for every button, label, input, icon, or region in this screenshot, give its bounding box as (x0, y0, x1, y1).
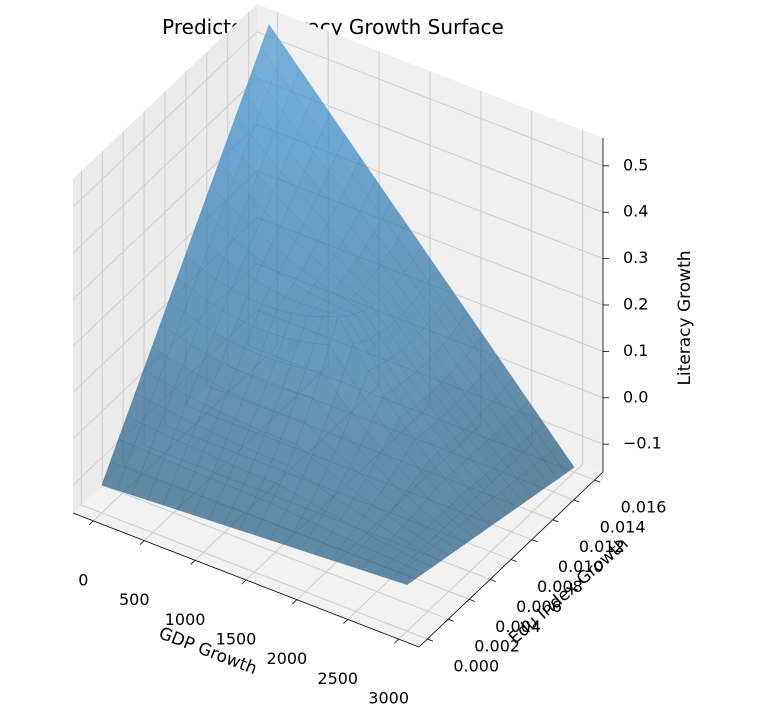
x-tick-mark (394, 638, 399, 644)
x-tick-mark (190, 560, 196, 565)
x-tick-label: 3000 (368, 689, 409, 705)
z-tick-label: 0.5 (623, 155, 648, 174)
z-tick-label: 0.2 (623, 295, 648, 314)
y-tick-label: 0.016 (621, 497, 667, 516)
y-axis-label: Edu Index Growth (505, 534, 632, 648)
surface-facet (391, 572, 416, 586)
y-tick-mark (594, 479, 601, 483)
y-tick-mark (531, 539, 538, 543)
y-tick-label: 0.008 (537, 577, 583, 596)
y-tick-label: 0.002 (474, 637, 520, 656)
tick-labels: 0500100015002000250030000.0000.0020.0040… (78, 155, 666, 705)
x-tick-label: 500 (119, 590, 150, 609)
x-tick-label: 0 (78, 570, 88, 589)
x-tick-label: 2500 (317, 669, 358, 688)
z-tick-label: 0.0 (623, 387, 648, 406)
y-tick-label: 0.004 (495, 617, 541, 636)
y-tick-mark (552, 519, 559, 523)
z-grid-line-left (72, 77, 258, 254)
x-tick-label: 1500 (216, 630, 257, 649)
x-tick-label: 1000 (165, 610, 206, 629)
x-tick-label: 2000 (267, 649, 308, 668)
y-grid-line-floor (81, 504, 428, 640)
x-tick-mark (292, 599, 298, 605)
x-tick-mark (88, 520, 94, 526)
y-tick-label: 0.014 (600, 517, 646, 536)
x-tick-mark (139, 540, 145, 546)
z-grid-line-left (72, 31, 258, 208)
z-grid-line-back (256, 31, 604, 167)
y-tick-label: 0.000 (453, 657, 499, 676)
surface-plot (101, 24, 575, 586)
y-tick-mark (573, 499, 580, 503)
z-axis-label: Literacy Growth (675, 250, 695, 385)
y-tick-mark (510, 559, 517, 563)
y-tick-label: 0.012 (579, 537, 625, 556)
z-tick-label: −0.1 (623, 434, 662, 453)
y-tick-label: 0.006 (516, 597, 562, 616)
y-tick-mark (489, 579, 496, 582)
z-tick-label: 0.1 (623, 341, 648, 360)
y-grid-line-floor (102, 484, 449, 620)
y-tick-mark (427, 638, 434, 642)
y-tick-mark (469, 598, 475, 602)
y-tick-mark (448, 618, 455, 622)
x-tick-mark (343, 619, 349, 624)
y-tick-label: 0.010 (558, 557, 604, 576)
z-tick-label: 0.3 (623, 248, 648, 267)
z-tick-label: 0.4 (623, 202, 648, 221)
x-tick-mark (241, 579, 247, 585)
